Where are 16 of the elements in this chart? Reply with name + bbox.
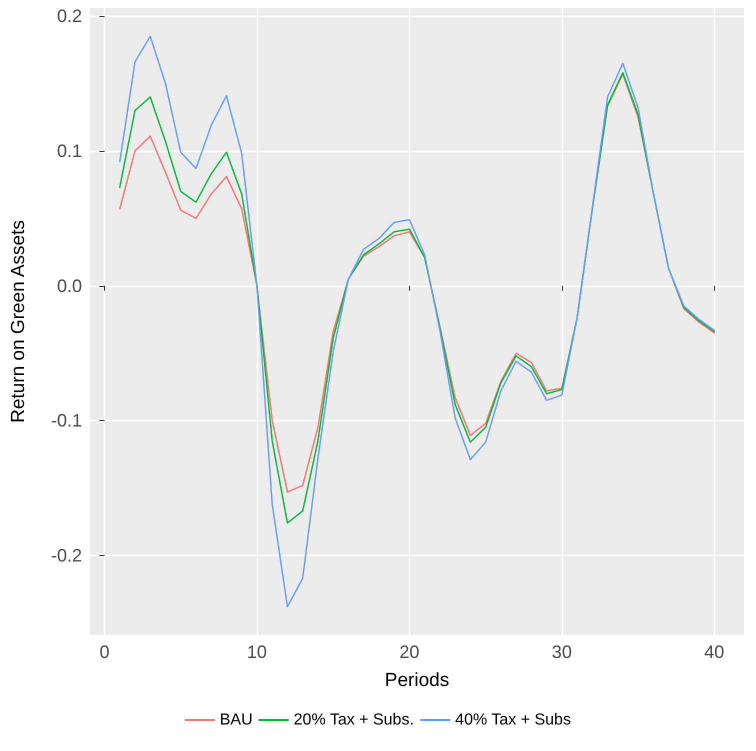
y-tick-label: 0.2 (56, 6, 82, 26)
y-tick-label: 0.1 (56, 140, 82, 161)
y-tick-label: 0.0 (56, 276, 82, 296)
legend-label: 40% Tax + Subs (455, 712, 571, 728)
y-tick-label: -0.1 (50, 410, 82, 431)
y-tick-label: -0.2 (50, 545, 82, 566)
legend-label: BAU (220, 712, 253, 728)
x-tick-label: 0 (99, 642, 110, 662)
x-tick-label: 30 (552, 642, 572, 662)
x-tick-label: 20 (399, 642, 420, 662)
y-axis-title: Return on Green Assets (8, 220, 29, 423)
line-series (119, 36, 715, 608)
x-tick-label: 40 (704, 642, 724, 662)
x-axis-title: Periods (384, 670, 450, 691)
legend-label: 20% Tax + Subs. (294, 712, 414, 728)
x-tick-label: 10 (246, 642, 267, 662)
